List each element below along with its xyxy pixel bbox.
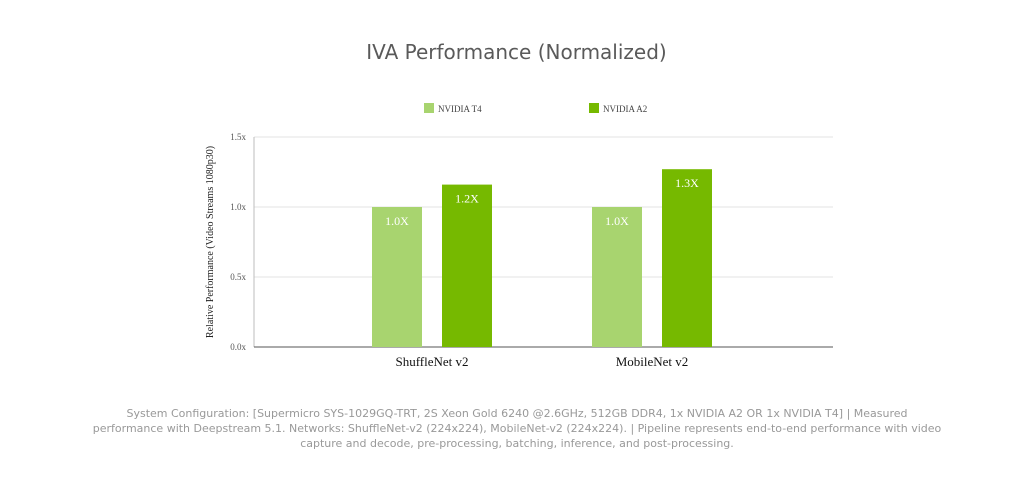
data-label: 1.2X (455, 192, 479, 206)
data-label: 1.3X (675, 176, 699, 190)
bar (442, 184, 492, 347)
bar (662, 169, 712, 347)
bar (592, 207, 642, 347)
bar-chart: 0.0x 0.5x 1.0x 1.5x Relative Performance (Vi… (205, 103, 833, 369)
y-tick-label: 1.0x (230, 202, 246, 212)
y-tick-label: 1.5x (230, 132, 246, 142)
chart-title: IVA Performance (Normalized) (366, 40, 667, 64)
footnote: System Configuration: [Supermicro SYS-10… (92, 407, 942, 450)
legend-swatch (589, 103, 599, 113)
data-label: 1.0X (605, 214, 629, 228)
legend-label: NVIDIA T4 (438, 104, 482, 114)
legend-label: NVIDIA A2 (603, 104, 647, 114)
legend-swatch (424, 103, 434, 113)
y-tick-label: 0.0x (230, 342, 246, 352)
bar (372, 207, 422, 347)
x-tick-label: MobileNet v2 (616, 354, 689, 369)
x-tick-label: ShuffleNet v2 (395, 354, 468, 369)
y-axis-label: Relative Performance (Video Streams 1080… (205, 146, 216, 338)
y-tick-label: 0.5x (230, 272, 246, 282)
data-label: 1.0X (385, 214, 409, 228)
